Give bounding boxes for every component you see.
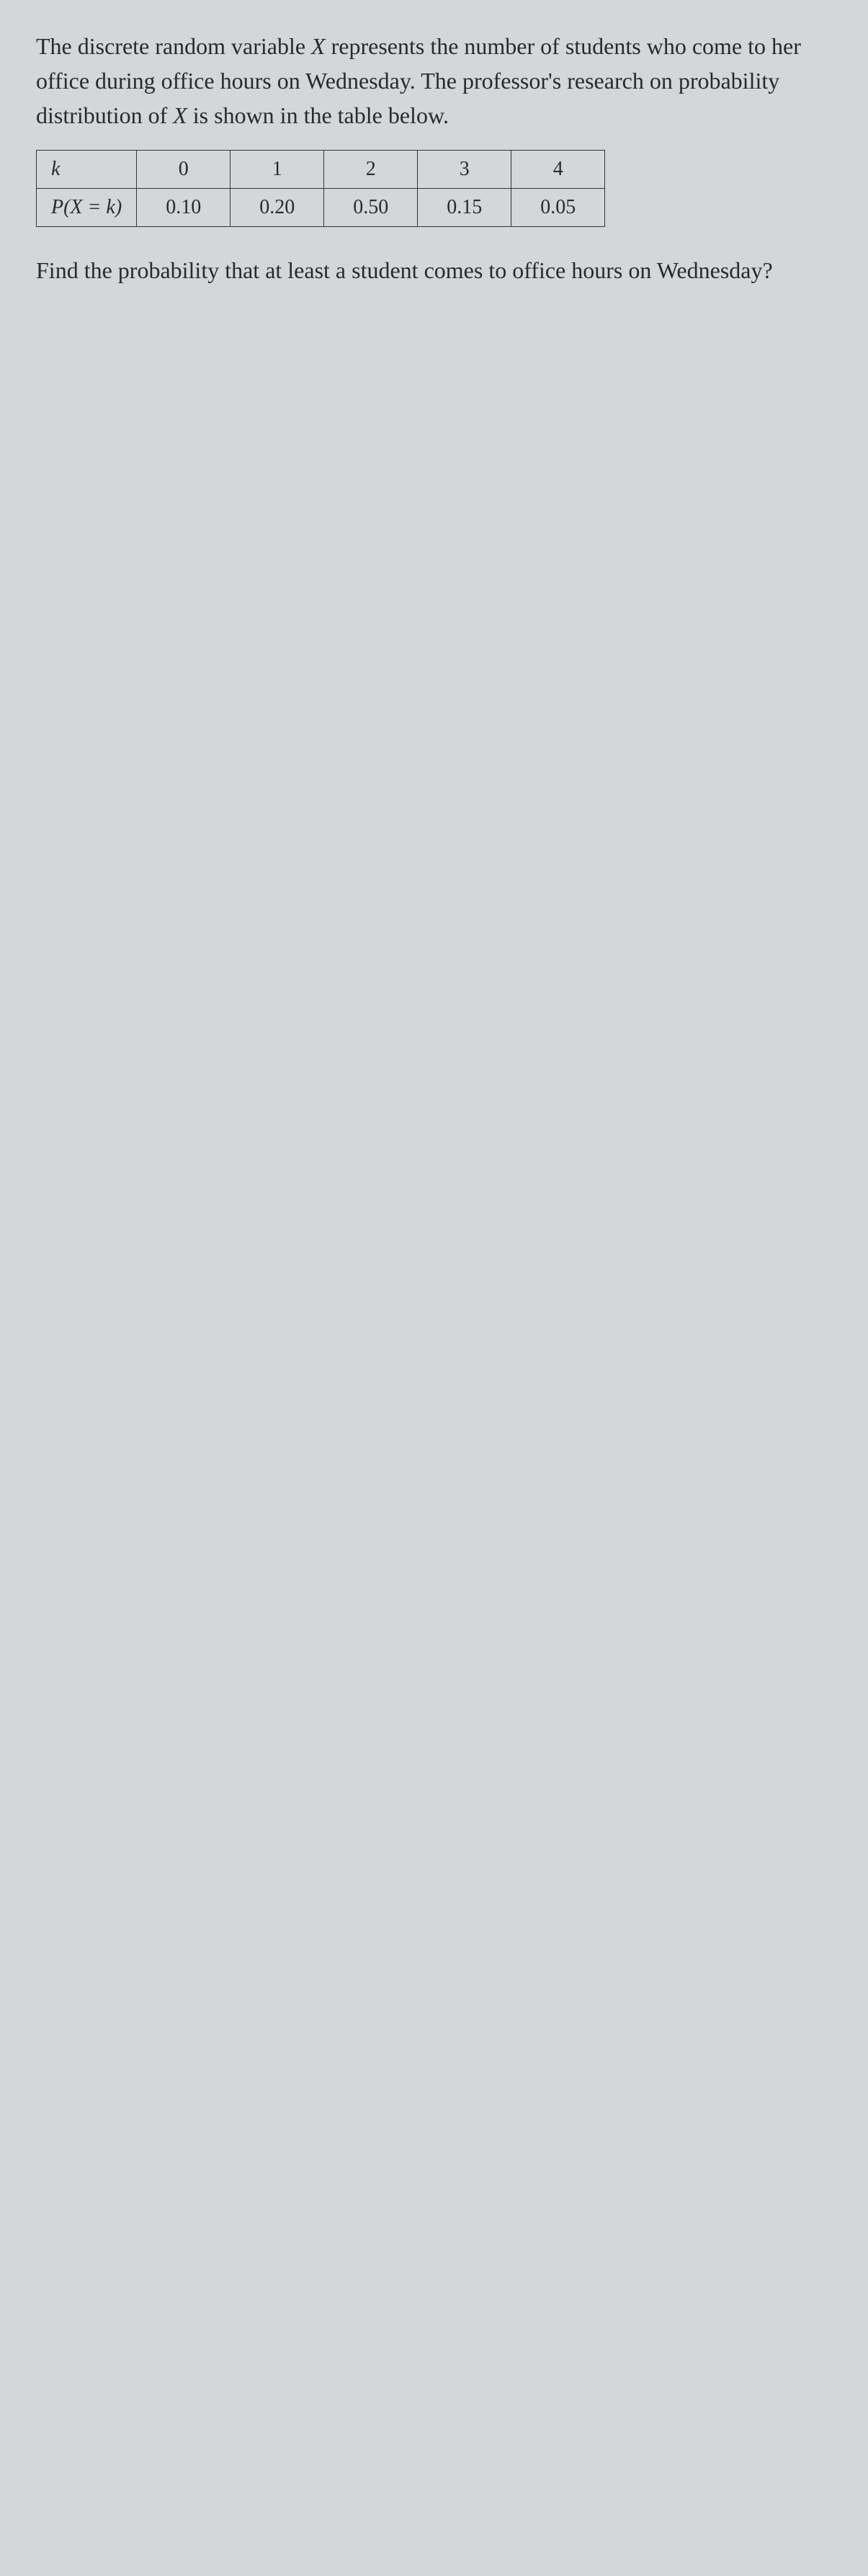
table-cell: 0 [137, 151, 231, 189]
probability-table: k 0 1 2 3 4 P(X = k) 0.10 0.20 0.50 0.15… [36, 150, 605, 227]
table-cell: 3 [418, 151, 511, 189]
row-header-p: P(X = k) [37, 189, 137, 227]
table-cell: 0.50 [324, 189, 418, 227]
table-cell: 1 [231, 151, 324, 189]
table-row-p: P(X = k) 0.10 0.20 0.50 0.15 0.05 [37, 189, 605, 227]
row-header-k: k [37, 151, 137, 189]
table-row-k: k 0 1 2 3 4 [37, 151, 605, 189]
table-cell: 2 [324, 151, 418, 189]
intro-text-3: is shown in the table below. [187, 102, 449, 128]
intro-text-1: The discrete random variable [36, 33, 311, 59]
table-cell: 0.05 [511, 189, 605, 227]
table-cell: 4 [511, 151, 605, 189]
question-text: Find the probability that at least a stu… [36, 253, 832, 288]
intro-paragraph: The discrete random variable X represent… [36, 29, 832, 133]
table-cell: 0.20 [231, 189, 324, 227]
variable-x-2: X [173, 102, 187, 128]
table-cell: 0.15 [418, 189, 511, 227]
variable-x-1: X [311, 33, 326, 59]
table-cell: 0.10 [137, 189, 231, 227]
